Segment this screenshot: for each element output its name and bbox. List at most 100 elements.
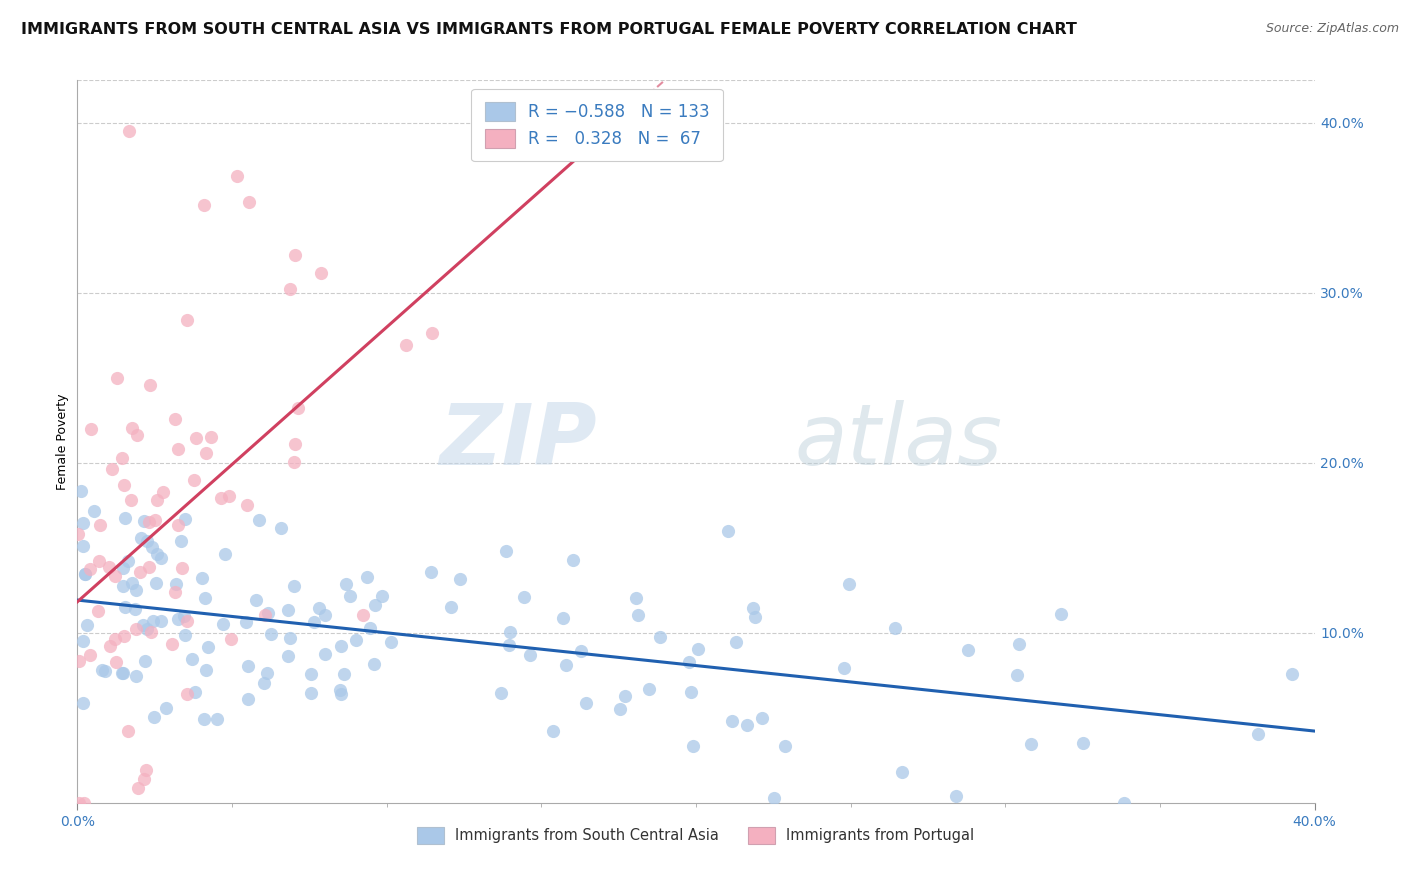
Point [125, 428, 148, 442]
Point [254, 608, 277, 623]
Point [284, 248, 307, 262]
Point [111, 561, 134, 575]
Point [120, 493, 142, 508]
Point [420, 326, 443, 340]
Point [163, 412, 186, 426]
Point [1071, 736, 1094, 750]
Point [945, 789, 967, 804]
Point [260, 627, 283, 641]
Point [329, 687, 352, 701]
Point [149, 614, 172, 628]
Point [90, 663, 112, 677]
Point [308, 600, 330, 615]
Point [173, 512, 195, 526]
Point [73, 566, 96, 581]
Point [173, 608, 195, 623]
Point [380, 634, 402, 648]
Point [627, 607, 650, 622]
Point [76, 618, 98, 632]
Point [352, 607, 374, 622]
Point [314, 607, 336, 622]
Point [283, 579, 305, 593]
Point [257, 606, 280, 620]
Point [142, 614, 165, 628]
Point [218, 489, 240, 503]
Point [146, 547, 169, 561]
Point [364, 598, 387, 612]
Point [121, 575, 143, 590]
Point [75, 566, 97, 581]
Point [125, 622, 148, 636]
Point [1112, 796, 1135, 810]
Point [883, 621, 905, 635]
Point [134, 654, 156, 668]
Point [183, 474, 205, 488]
Point [1049, 607, 1071, 621]
Point [650, 630, 672, 644]
Point [97, 559, 120, 574]
Point [165, 577, 187, 591]
Point [165, 585, 187, 599]
Point [256, 665, 278, 680]
Point [498, 638, 520, 652]
Point [247, 513, 270, 527]
Point [155, 701, 177, 715]
Point [277, 649, 299, 664]
Point [238, 194, 260, 209]
Point [66, 527, 89, 541]
Point [167, 612, 190, 626]
Point [166, 518, 188, 533]
Point [219, 632, 242, 647]
Point [553, 611, 575, 625]
Point [167, 442, 190, 457]
Point [105, 655, 128, 669]
Point [489, 686, 512, 700]
Point [194, 591, 217, 605]
Point [141, 625, 163, 640]
Point [83, 504, 105, 518]
Point [344, 632, 367, 647]
Point [129, 565, 152, 579]
Point [194, 446, 217, 460]
Point [112, 477, 135, 491]
Point [94, 665, 117, 679]
Point [176, 614, 198, 628]
Point [190, 571, 212, 585]
Point [499, 625, 522, 640]
Point [519, 648, 541, 662]
Point [359, 621, 381, 635]
Point [170, 533, 193, 548]
Legend: Immigrants from South Central Asia, Immigrants from Portugal: Immigrants from South Central Asia, Immi… [412, 822, 980, 850]
Point [80, 422, 103, 436]
Point [838, 577, 860, 591]
Point [744, 610, 766, 624]
Point [72, 539, 94, 553]
Y-axis label: Female Poverty: Female Poverty [56, 393, 69, 490]
Point [226, 169, 249, 183]
Point [170, 560, 193, 574]
Point [121, 421, 143, 435]
Point [138, 378, 160, 392]
Point [67, 654, 90, 668]
Point [832, 661, 855, 675]
Point [125, 582, 148, 597]
Point [335, 577, 357, 591]
Point [278, 632, 301, 646]
Point [118, 124, 141, 138]
Point [176, 686, 198, 700]
Point [111, 579, 134, 593]
Point [235, 615, 257, 629]
Point [278, 282, 301, 296]
Point [111, 450, 134, 465]
Point [146, 492, 169, 507]
Point [72, 633, 94, 648]
Point [112, 629, 135, 643]
Point [87, 604, 110, 618]
Point [245, 592, 267, 607]
Point [304, 615, 326, 629]
Point [180, 652, 202, 666]
Point [209, 491, 232, 506]
Point [717, 524, 740, 538]
Point [554, 658, 576, 673]
Point [89, 518, 111, 533]
